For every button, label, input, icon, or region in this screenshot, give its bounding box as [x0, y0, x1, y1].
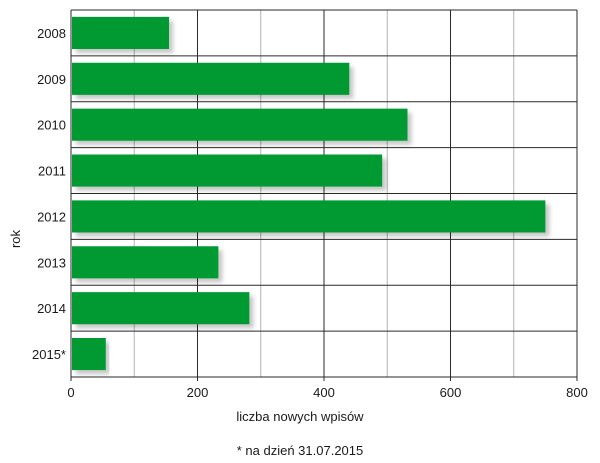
- bar-2014: [72, 292, 250, 325]
- y-tick-label: 2012: [37, 209, 66, 224]
- y-tick-labels: 2008 2009 2010 2011 2012 2013 2014 2015*: [32, 26, 66, 362]
- bars: [72, 16, 546, 371]
- y-tick-label: 2015*: [32, 347, 66, 362]
- grid: [70, 9, 578, 381]
- bar-2009: [72, 62, 350, 95]
- bar-2011: [72, 154, 383, 187]
- footnote: * na dzień 31.07.2015: [237, 443, 364, 458]
- x-tick-label: 600: [440, 385, 462, 400]
- x-tick-label: 0: [67, 385, 74, 400]
- y-axis-title: rok: [8, 229, 23, 248]
- y-tick-label: 2008: [37, 26, 66, 41]
- bar-2012: [72, 200, 546, 233]
- y-tick-label: 2013: [37, 255, 66, 270]
- x-tick-label: 200: [187, 385, 209, 400]
- x-tick-labels: 0 200 400 600 800: [67, 385, 587, 400]
- x-tick-label: 400: [313, 385, 335, 400]
- y-tick-label: 2009: [37, 72, 66, 87]
- bar-2015: [72, 338, 106, 371]
- y-tick-label: 2010: [37, 118, 66, 133]
- x-tick-label: 800: [566, 385, 588, 400]
- y-tick-label: 2014: [37, 301, 66, 316]
- bar-2008: [72, 16, 170, 49]
- bar-2013: [72, 246, 219, 279]
- y-tick-label: 2011: [38, 164, 66, 179]
- x-axis-title: liczba nowych wpisów: [236, 409, 364, 424]
- bar-2010: [72, 108, 408, 141]
